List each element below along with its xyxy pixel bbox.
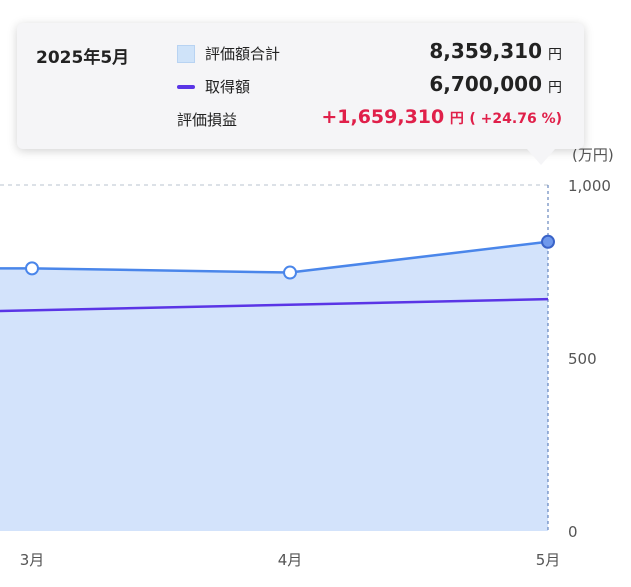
- valuation-point-active: [541, 234, 555, 249]
- line-swatch-icon: [177, 85, 195, 89]
- x-tick-label: 4月: [278, 551, 303, 569]
- tooltip-profit-unit: 円: [449, 111, 464, 127]
- area-swatch-icon: [177, 45, 195, 63]
- tooltip-profit-amount: +1,659,310: [321, 106, 445, 128]
- x-tick-label: 3月: [20, 551, 45, 569]
- tooltip-unit-valuation: 円: [548, 47, 562, 63]
- tooltip-row-cost: 取得額 6,700,000 円: [177, 72, 562, 100]
- data-tooltip: 2025年5月 評価額合計 8,359,310 円 取得額 6,700,000 …: [17, 23, 584, 149]
- tooltip-row-valuation: 評価額合計 8,359,310 円: [177, 39, 562, 67]
- tooltip-unit-cost: 円: [548, 80, 562, 96]
- tooltip-profit-value-group: +1,659,310 円 ( +24.76 %): [321, 106, 562, 128]
- valuation-area: [0, 241, 548, 531]
- tooltip-value-cost: 6,700,000: [429, 72, 542, 96]
- tooltip-row-profit: 評価損益 +1,659,310 円 ( +24.76 %): [177, 106, 562, 133]
- y-axis-unit: (万円): [572, 146, 614, 164]
- valuation-point: [283, 265, 297, 280]
- valuation-line: [0, 240, 549, 274]
- tooltip-label-profit: 評価損益: [177, 111, 238, 129]
- tooltip-profit-percent: ( +24.76 %): [469, 111, 562, 127]
- cost-line: [0, 297, 549, 313]
- y-tick-label: 500: [568, 350, 597, 368]
- tooltip-value-valuation: 8,359,310: [429, 39, 542, 63]
- y-tick-label: 1,000: [568, 177, 611, 195]
- y-tick-label: 0: [568, 523, 578, 541]
- tooltip-label-cost: 取得額: [205, 78, 251, 96]
- tooltip-label-valuation: 評価額合計: [205, 45, 281, 63]
- valuation-point: [25, 261, 39, 276]
- x-tick-label: 5月: [536, 551, 561, 569]
- tooltip-arrow: [527, 149, 555, 165]
- tooltip-date: 2025年5月: [36, 48, 130, 68]
